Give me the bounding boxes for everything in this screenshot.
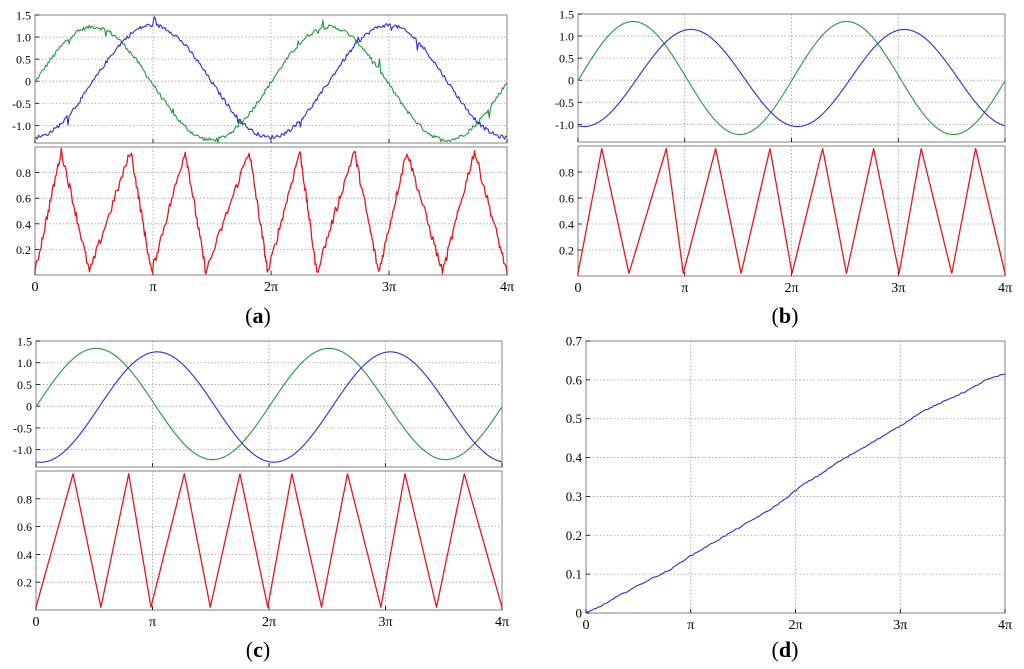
y-tick-label: 0 [568, 74, 574, 88]
panel-a: 1.5 1.0 0.5 0 -0.5 -1.0 0.8 0.6 0.4 0.2 0 π 2π 3π 4π [12, 9, 514, 296]
series-line-red [35, 473, 503, 608]
y-tick-label: 1.0 [559, 30, 574, 44]
x-tick-label: 2π [784, 281, 798, 296]
y-tick-label: 0.3 [566, 489, 582, 504]
x-tick-label: 0 [32, 280, 39, 295]
x-tick-label: 4π [495, 615, 509, 630]
panel-b: 1.5 1.0 0.5 0 -0.5 -1.0 0.8 0.6 0.4 0.2 0 π 2π 3π 4π [555, 8, 1012, 297]
series-line-green [35, 347, 503, 461]
x-tick-label: 0 [575, 281, 582, 296]
series-line-green [34, 19, 508, 144]
y-tick-label: 1.5 [17, 335, 32, 349]
y-tick-label: 0.2 [566, 528, 582, 543]
x-tick-label: 3π [378, 615, 392, 630]
y-tick-label: 0 [26, 400, 32, 414]
y-tick-label: 0.5 [16, 53, 31, 67]
series-line-blue [35, 351, 503, 463]
y-tick-label: 0.2 [17, 576, 32, 590]
x-tick-label: 4π [998, 281, 1012, 296]
x-tick-label: π [149, 615, 156, 630]
series-line-blue [577, 28, 1006, 128]
x-tick-label: π [681, 281, 688, 296]
y-tick-label: 1.0 [16, 31, 31, 45]
series-line-green [577, 20, 1006, 136]
y-tick-label: 0.8 [17, 492, 32, 506]
y-tick-label: 0.8 [559, 166, 574, 180]
y-tick-label: 0.5 [17, 378, 32, 392]
x-tick-label: 4π [998, 618, 1012, 633]
y-tick-label: 0.6 [16, 192, 31, 206]
y-tick-label: 0.1 [566, 567, 582, 582]
y-tick-label: 0.2 [559, 244, 574, 258]
x-tick-label: π [687, 618, 694, 633]
caption-b: (b) [772, 303, 799, 328]
y-tick-label: 0 [25, 75, 31, 89]
y-tick-label: -0.5 [12, 97, 31, 111]
x-tick-label: 3π [382, 280, 396, 295]
series-line-blue [34, 16, 508, 140]
x-tick-label: 3π [893, 618, 907, 633]
x-tick-label: π [149, 280, 156, 295]
y-tick-label: -0.5 [555, 96, 574, 110]
plot-frame [585, 340, 1006, 614]
series-line-red [577, 147, 1006, 275]
y-tick-label: 0.5 [559, 52, 574, 66]
y-tick-label: 0.2 [16, 243, 31, 257]
x-tick-label: 2π [788, 618, 802, 633]
y-tick-label: 1.5 [559, 8, 574, 22]
y-tick-label: 0.6 [566, 372, 583, 387]
y-tick-label: 0.6 [559, 192, 574, 206]
y-tick-label: 0.4 [566, 450, 583, 465]
y-tick-label: 1.5 [16, 9, 31, 23]
x-tick-label: 0 [583, 618, 590, 633]
y-tick-label: -1.0 [13, 443, 32, 457]
series-line-blue [585, 373, 1006, 613]
caption-a: (a) [245, 303, 271, 328]
panel-d: 0 0.1 0.2 0.3 0.4 0.5 0.6 0.7 0 π 2π 3π 4π [566, 334, 1012, 634]
series-line-red [34, 147, 508, 275]
y-tick-label: 0.4 [17, 548, 32, 562]
x-tick-label: 4π [500, 280, 514, 295]
y-tick-label: 0.6 [17, 520, 32, 534]
y-tick-label: -1.0 [12, 119, 31, 133]
y-tick-label: 0.5 [566, 411, 582, 426]
plot-frame [35, 470, 503, 611]
caption-d: (d) [772, 637, 799, 662]
y-tick-label: 0.4 [16, 217, 31, 231]
plot-frame [577, 145, 1006, 277]
x-tick-label: 3π [891, 281, 905, 296]
x-tick-label: 2π [264, 280, 278, 295]
x-tick-label: 0 [33, 615, 40, 630]
y-tick-label: 0 [576, 606, 583, 621]
panel-c: 1.5 1.0 0.5 0 -0.5 -1.0 0.8 0.6 0.4 0.2 0 π 2π 3π 4π [13, 335, 509, 631]
caption-c: (c) [246, 637, 270, 662]
x-tick-label: 2π [262, 615, 276, 630]
y-tick-label: 0.7 [566, 334, 583, 349]
y-tick-label: 0.8 [16, 166, 31, 180]
y-tick-label: 1.0 [17, 356, 32, 370]
y-tick-label: 0.4 [559, 218, 574, 232]
y-tick-label: -1.0 [555, 118, 574, 132]
y-tick-label: -0.5 [13, 421, 32, 435]
